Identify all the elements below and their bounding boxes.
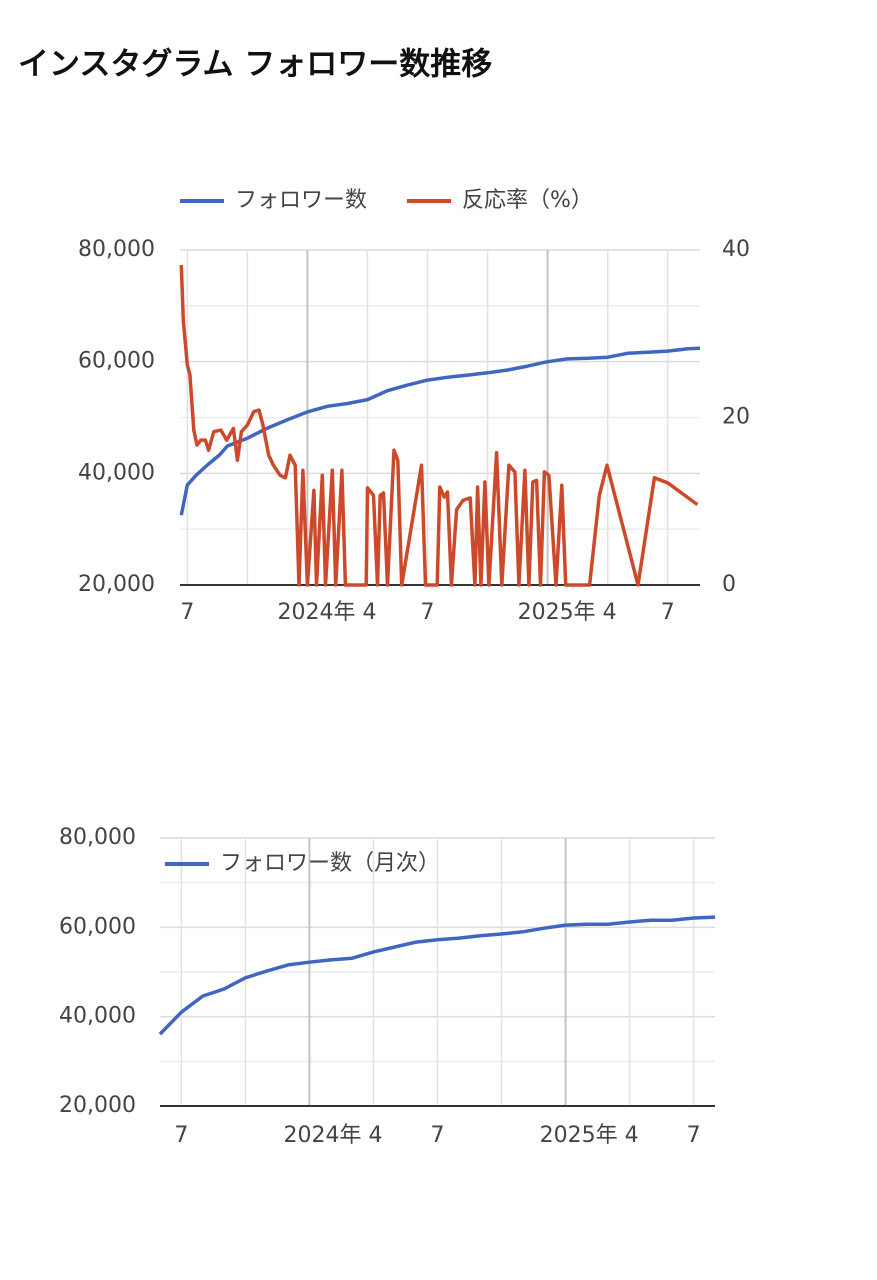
y-tick-label: 80,000 <box>59 825 136 850</box>
y-tick-label: 60,000 <box>59 914 136 939</box>
x-tick-label: 7 <box>174 1123 188 1148</box>
y-tick-label: 80,000 <box>78 237 155 262</box>
x-tick-label: 7 <box>180 600 194 625</box>
series-line <box>179 265 699 587</box>
x-tick-label: 7 <box>661 600 675 625</box>
legend-label: フォロワー数 <box>235 188 367 213</box>
y-tick-label: 40,000 <box>59 1004 136 1029</box>
y2-tick-label: 40 <box>722 237 750 262</box>
y2-tick-label: 0 <box>722 572 736 597</box>
page-title: インスタグラム フォロワー数推移 <box>18 47 492 83</box>
y2-tick-label: 20 <box>722 405 750 430</box>
series-line <box>179 346 701 516</box>
legend-label: 反応率（%） <box>462 188 593 213</box>
x-tick-label: 2025年 4 <box>540 1123 639 1148</box>
x-tick-label: 2024年 4 <box>283 1123 382 1148</box>
x-tick-label: 7 <box>687 1123 701 1148</box>
x-tick-label: 2024年 4 <box>277 600 376 625</box>
x-tick-label: 7 <box>421 600 435 625</box>
x-tick-label: 2025年 4 <box>518 600 617 625</box>
x-tick-label: 7 <box>431 1123 445 1148</box>
y-tick-label: 60,000 <box>78 349 155 374</box>
y-tick-label: 20,000 <box>78 572 155 597</box>
series-line <box>158 915 716 1036</box>
y-tick-label: 20,000 <box>59 1093 136 1118</box>
legend-label: フォロワー数（月次） <box>220 851 440 876</box>
y-tick-label: 40,000 <box>78 460 155 485</box>
